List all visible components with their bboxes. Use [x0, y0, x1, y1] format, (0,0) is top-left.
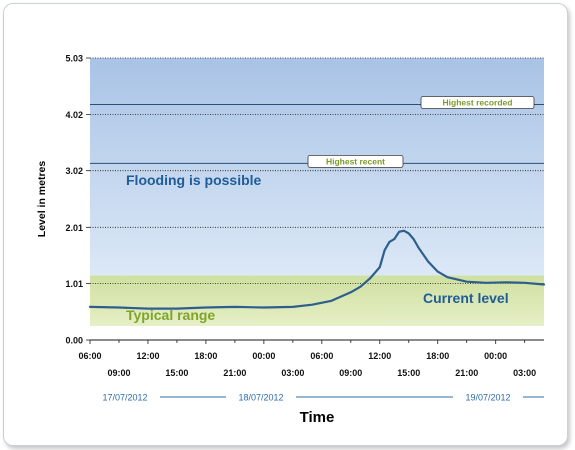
- x-tick-label: 21:00: [455, 368, 478, 378]
- x-tick-label: 12:00: [136, 351, 159, 361]
- x-axis-title: Time: [300, 409, 335, 426]
- date-label: 18/07/2012: [238, 393, 283, 403]
- x-tick-label: 03:00: [513, 368, 536, 378]
- x-tick-label: 06:00: [310, 351, 333, 361]
- x-tick-label: 09:00: [107, 368, 130, 378]
- x-tick-label: 21:00: [223, 368, 246, 378]
- x-tick-label: 12:00: [368, 351, 391, 361]
- series-line-current-level: [88, 229, 546, 310]
- x-tick-label: 15:00: [397, 368, 420, 378]
- date-label-backdrop: [90, 391, 160, 403]
- typical-range-label: Typical range: [126, 307, 215, 323]
- y-tick-label: 5.03: [65, 54, 83, 64]
- x-tick-label: 06:00: [78, 351, 101, 361]
- chart-card: Flooding is possible Typical range Highes…: [3, 3, 568, 446]
- typical-range-band: [90, 275, 544, 326]
- date-label-backdrop: [453, 391, 523, 403]
- y-axis-title: Level in metres: [36, 161, 48, 238]
- reference-label: Highest recorded: [443, 98, 513, 108]
- x-tick-label: 09:00: [339, 368, 362, 378]
- y-tick-label: 3.02: [65, 166, 83, 176]
- river-level-chart: Flooding is possible Typical range Highes…: [36, 54, 546, 426]
- y-tick-label: 4.02: [65, 110, 83, 120]
- date-label: 17/07/2012: [102, 393, 147, 403]
- x-tick-label: 18:00: [426, 351, 449, 361]
- date-label-backdrop: [226, 391, 296, 403]
- date-label: 19/07/2012: [465, 393, 510, 403]
- x-tick-label: 03:00: [281, 368, 304, 378]
- y-tick-label: 1.01: [65, 279, 83, 289]
- reference-label: Highest recent: [326, 156, 385, 166]
- x-tick-label: 18:00: [194, 351, 217, 361]
- reference-label-box: [307, 154, 404, 168]
- y-tick-label: 0.00: [65, 336, 83, 346]
- y-tick-label: 2.01: [65, 223, 83, 233]
- series-label-current-level: Current level: [423, 290, 509, 306]
- x-tick-label: 15:00: [165, 368, 188, 378]
- x-tick-label: 00:00: [252, 351, 275, 361]
- x-tick-label: 00:00: [484, 351, 507, 361]
- flooding-band-label: Flooding is possible: [126, 172, 262, 188]
- below-typical-area: [90, 325, 544, 340]
- reference-label-box: [420, 96, 535, 109]
